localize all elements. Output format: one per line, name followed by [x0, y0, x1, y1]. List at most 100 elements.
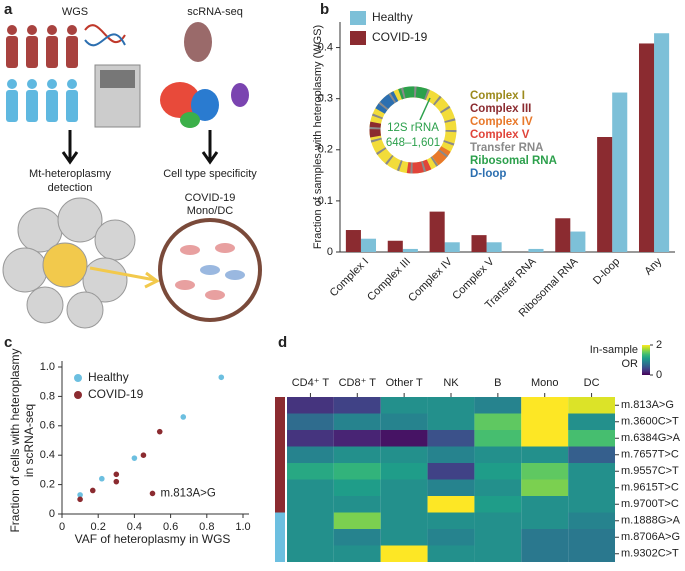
point [156, 428, 163, 435]
legend-swatch [350, 31, 366, 45]
colorbar-label: OR [622, 358, 639, 370]
cell [380, 529, 428, 546]
cell [287, 463, 334, 480]
bar [402, 248, 418, 252]
bar [360, 238, 377, 252]
panel-label: a [4, 1, 13, 18]
y-tick-label: 0.1 [318, 195, 333, 207]
point [180, 414, 187, 420]
legend-marker [74, 391, 82, 399]
row-group [275, 446, 285, 463]
cell [568, 479, 615, 496]
cell [333, 413, 381, 430]
row-label: m.813A>G [621, 399, 674, 411]
cell [380, 397, 428, 414]
mt-genome-donut [369, 86, 457, 174]
legend-label: COVID-19 [88, 387, 144, 401]
mitochondria [175, 243, 245, 300]
colorbar-tick-label: 0 [656, 369, 662, 381]
cell [380, 413, 428, 430]
point [89, 487, 96, 494]
legend-label: Healthy [372, 10, 413, 24]
bar [429, 211, 445, 252]
cell [287, 479, 334, 496]
cell [427, 446, 475, 463]
column-label: NK [443, 377, 459, 389]
cell [474, 463, 522, 480]
cell [427, 479, 475, 496]
label: WGS [62, 6, 88, 18]
cells [2, 197, 136, 329]
row-group [275, 496, 285, 513]
colorbar-label: In-sample [590, 344, 638, 356]
row-group [275, 529, 285, 546]
cell [521, 446, 569, 463]
row-label: m.3600C>T [621, 416, 679, 428]
y-axis-label: in scRNA-seq [22, 404, 36, 477]
cell [333, 545, 381, 562]
column-label: Mono [531, 377, 559, 389]
cell [287, 529, 334, 546]
row-group [275, 463, 285, 480]
dna [84, 24, 126, 44]
row-group [275, 479, 285, 496]
cell [333, 430, 381, 447]
column-label: CD4⁺ T [292, 377, 330, 389]
umap [191, 89, 219, 121]
inset-legend-label: Complex III [470, 103, 531, 115]
cell [568, 463, 615, 480]
cell [427, 512, 475, 529]
colorbar-tick-label: 2 [656, 339, 662, 351]
point [113, 471, 120, 478]
x-tick-label: 0.2 [91, 521, 106, 533]
cell [333, 463, 381, 480]
cell [568, 529, 615, 546]
cell [380, 463, 428, 480]
cell [380, 545, 428, 562]
cell [333, 529, 381, 546]
label: scRNA-seq [187, 6, 243, 18]
cell [568, 430, 615, 447]
row-group [275, 545, 285, 562]
row-label: m.7657T>C [621, 449, 679, 461]
label: Cell type specificity [163, 168, 257, 180]
cell [521, 397, 569, 414]
x-axis-label: VAF of heteroplasmy in WGS [75, 532, 231, 546]
cell [427, 397, 475, 414]
cell [568, 512, 615, 529]
cell [287, 446, 334, 463]
cell [521, 529, 569, 546]
cell [427, 529, 475, 546]
bar [638, 43, 655, 252]
cell [521, 512, 569, 529]
inset-legend-label: Transfer RNA [470, 142, 544, 154]
cell [380, 446, 428, 463]
label: Mt-heteroplasmy [29, 168, 111, 180]
arrow [61, 130, 79, 165]
cell [427, 413, 475, 430]
cell [474, 397, 522, 414]
y-tick-label: 1.0 [40, 361, 55, 373]
bar [345, 230, 361, 252]
inset-legend-label: Complex IV [470, 116, 533, 128]
cell [474, 446, 522, 463]
bar [555, 218, 571, 252]
cell [287, 397, 334, 414]
x-tick-label: D-loop [591, 256, 622, 287]
bar [528, 248, 544, 252]
legend-marker [74, 374, 82, 382]
legend-label: COVID-19 [372, 30, 428, 44]
bar [597, 137, 613, 252]
point [131, 455, 138, 461]
legend-label: Healthy [88, 370, 129, 384]
bar [654, 33, 670, 252]
row-label: m.9302C>T [621, 548, 679, 560]
colorbar [642, 345, 650, 375]
row-group [275, 397, 285, 414]
panel-a: WGS scRNA-seq Mt-heteroplasmy detection … [2, 6, 262, 329]
legend-swatch [350, 11, 366, 25]
cell [380, 496, 428, 513]
cell [521, 545, 569, 562]
cell [568, 413, 615, 430]
row-label: m.9557C>T [621, 465, 679, 477]
